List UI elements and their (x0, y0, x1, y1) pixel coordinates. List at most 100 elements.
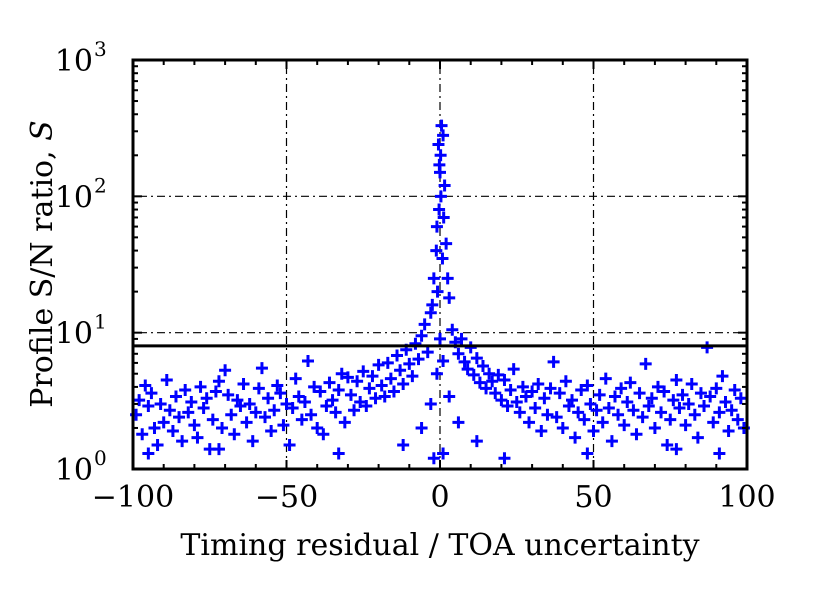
data-point (489, 387, 502, 400)
data-point (338, 416, 351, 429)
data-point (424, 397, 437, 410)
data-point (458, 355, 471, 368)
y-tick-label: 10 (55, 44, 93, 79)
x-tick-label: 50 (574, 480, 612, 515)
data-point (295, 413, 308, 426)
data-point (169, 390, 182, 403)
data-point (283, 438, 296, 451)
data-point (470, 352, 483, 365)
data-point (492, 368, 505, 381)
data-point (541, 408, 554, 421)
data-point (360, 399, 373, 412)
x-tick-label: 100 (718, 480, 775, 515)
data-point (728, 383, 741, 396)
data-point (160, 373, 173, 386)
data-point (581, 379, 594, 392)
data-point (182, 406, 195, 419)
data-points (130, 119, 750, 465)
data-point (430, 220, 443, 233)
data-point (265, 424, 278, 437)
data-point (443, 390, 456, 403)
data-point (544, 382, 557, 395)
data-point (437, 129, 450, 142)
data-point (584, 397, 597, 410)
data-point (516, 380, 529, 393)
data-point (142, 399, 155, 412)
data-point (452, 347, 465, 360)
data-point (480, 382, 493, 395)
data-point (547, 355, 560, 368)
data-point (311, 421, 324, 434)
data-point (716, 370, 729, 383)
data-point (618, 419, 631, 432)
data-point (403, 357, 416, 370)
data-point (255, 362, 268, 375)
data-point (418, 318, 431, 331)
data-point (197, 402, 210, 415)
data-point (621, 396, 634, 409)
data-point (200, 392, 213, 405)
data-point (329, 406, 342, 419)
data-point (446, 323, 459, 336)
data-point (394, 364, 407, 377)
y-axis-label: Profile S/N ratio, S (25, 120, 60, 408)
data-point (280, 397, 293, 410)
data-point (212, 443, 225, 456)
data-point (599, 372, 612, 385)
data-point (593, 388, 606, 401)
y-axis-label-text: Profile S/N ratio, (25, 141, 60, 408)
data-point (722, 424, 735, 437)
data-point (179, 383, 192, 396)
data-point (292, 390, 305, 403)
data-point (391, 349, 404, 362)
data-point (553, 387, 566, 400)
data-point (271, 379, 284, 392)
data-point (378, 390, 391, 403)
data-point (274, 387, 287, 400)
data-point (658, 385, 671, 398)
data-point (188, 419, 201, 432)
data-point (139, 379, 152, 392)
data-point (286, 402, 299, 415)
data-point (731, 413, 744, 426)
data-point (185, 396, 198, 409)
data-point (354, 396, 367, 409)
data-point (719, 396, 732, 409)
data-point (578, 413, 591, 426)
data-point (636, 411, 649, 424)
data-point (673, 402, 686, 415)
x-tick-label: 0 (430, 480, 449, 515)
y-tick-base: 10 (55, 317, 93, 352)
data-point (246, 435, 259, 448)
data-point (430, 367, 443, 380)
data-point (397, 378, 410, 391)
data-point (495, 394, 508, 407)
data-point (163, 404, 176, 417)
data-point (608, 390, 621, 403)
data-point (415, 329, 428, 342)
data-point (298, 396, 311, 409)
data-point (455, 332, 468, 345)
data-point (566, 394, 579, 407)
data-point (470, 435, 483, 448)
data-point (498, 373, 511, 386)
data-point (406, 370, 419, 383)
data-point (252, 382, 265, 395)
x-axis-label: Timing residual / TOA uncertainty (180, 528, 699, 563)
data-point (440, 237, 453, 250)
data-point (323, 376, 336, 389)
data-point (415, 421, 428, 434)
data-point (688, 408, 701, 421)
data-point (142, 447, 155, 460)
data-point (176, 435, 189, 448)
data-point (713, 447, 726, 460)
data-point (341, 371, 354, 384)
data-point (326, 394, 339, 407)
data-point (710, 382, 723, 395)
data-point (538, 392, 551, 405)
data-point (366, 370, 379, 383)
data-point (432, 138, 445, 151)
data-point (559, 375, 572, 388)
